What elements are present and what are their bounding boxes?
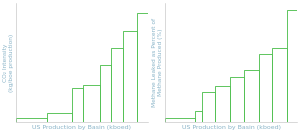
Bar <box>137 13 148 122</box>
Bar <box>16 118 46 122</box>
Bar <box>202 92 215 122</box>
X-axis label: US Production by Basin (kboed): US Production by Basin (kboed) <box>182 125 280 130</box>
Bar <box>123 31 137 122</box>
Bar <box>259 54 272 122</box>
Bar <box>83 85 100 122</box>
Bar <box>287 10 297 122</box>
Bar <box>195 111 202 122</box>
Bar <box>272 48 287 122</box>
Bar <box>244 70 259 122</box>
Y-axis label: CO₂ Intensity
(kg/boe production): CO₂ Intensity (kg/boe production) <box>3 34 13 92</box>
Bar <box>215 86 230 122</box>
Bar <box>165 118 195 122</box>
Bar <box>111 48 123 122</box>
Bar <box>230 77 244 122</box>
Bar <box>100 65 111 122</box>
X-axis label: US Production by Basin (kboed): US Production by Basin (kboed) <box>32 125 131 130</box>
Bar <box>72 88 83 122</box>
Bar <box>46 113 72 122</box>
Y-axis label: Methane Leaked as Percent of
Methane Produced (%): Methane Leaked as Percent of Methane Pro… <box>152 18 163 107</box>
